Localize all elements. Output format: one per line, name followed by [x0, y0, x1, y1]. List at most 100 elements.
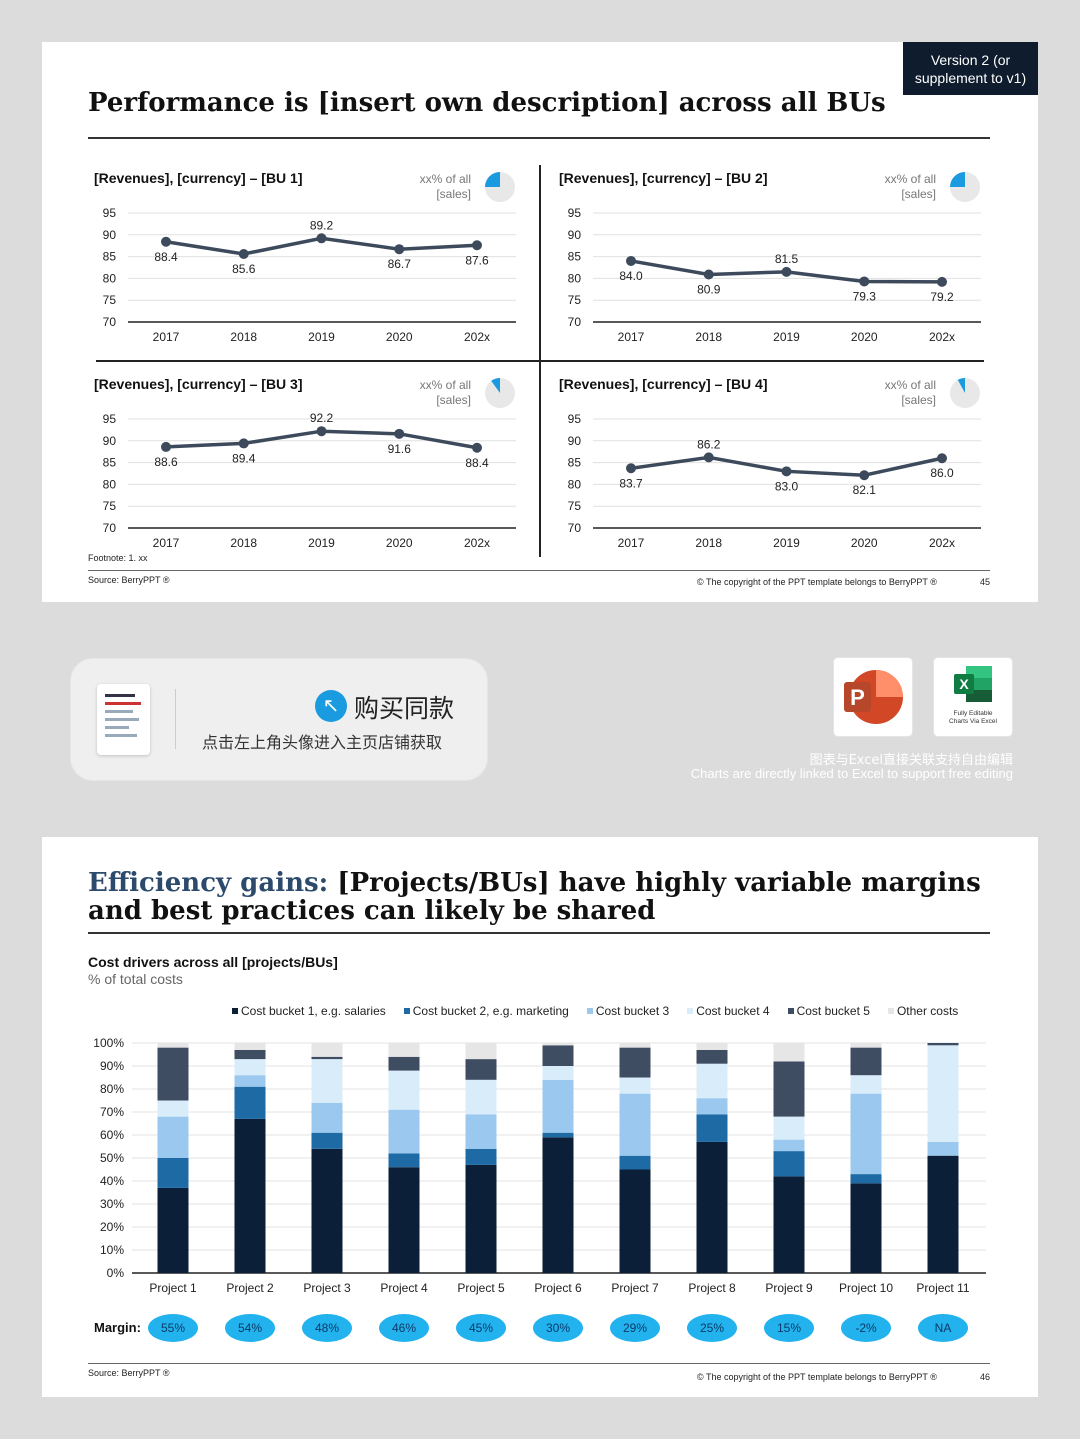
y-tick-label: 85 — [103, 456, 117, 470]
cost-drivers-stacked-bar-chart: 100% 90% 80% 70% 60% 50% 40% 30% 20% 10% 0% Project… — [93, 1036, 986, 1342]
x-tick-label: 2017 — [153, 330, 180, 344]
x-tick-label: 2017 — [618, 536, 645, 550]
y-tick-label: 70 — [103, 315, 117, 329]
y-tick-label: 80 — [103, 477, 117, 491]
source-note: Source: BerryPPT ® — [88, 575, 170, 585]
legend-item: Cost bucket 5 — [787, 1004, 870, 1018]
x-tick-label: Project 11 — [916, 1281, 969, 1295]
footnote: Footnote: 1. xx — [88, 553, 148, 563]
bar-segment — [388, 1056, 420, 1071]
sales-share-pie-icon — [485, 172, 515, 202]
margin-label: Margin: — [94, 1320, 141, 1335]
legend-label: Cost bucket 1, e.g. salaries — [241, 1004, 386, 1018]
data-label: 88.4 — [465, 456, 489, 470]
bar-segment — [465, 1059, 497, 1080]
page-number: 46 — [980, 1372, 991, 1382]
bar-segment — [850, 1183, 882, 1273]
chart-subtitle: Cost drivers across all [projects/BUs] — [88, 954, 338, 970]
sales-share-line2: [sales] — [436, 187, 471, 201]
excel-logo-icon: X Fully Editable Charts Via Excel — [949, 666, 998, 725]
bar-segment — [388, 1167, 420, 1273]
y-tick-label: 80 — [568, 271, 582, 285]
data-point — [394, 244, 405, 255]
data-point — [859, 470, 870, 481]
x-tick-label: 2020 — [386, 330, 413, 344]
data-label: 84.0 — [619, 269, 643, 283]
data-point — [703, 452, 714, 463]
bar-segment — [388, 1153, 420, 1168]
slide-performance: Version 2 (or supplement to v1) Performa… — [42, 42, 1038, 602]
y-tick-label: 80 — [568, 477, 582, 491]
bu4-chart-panel: [Revenues], [currency] – [BU 4] xx% of a… — [559, 376, 984, 566]
bar-segment — [619, 1077, 651, 1094]
legend-item: Cost bucket 2, e.g. marketing — [403, 1004, 569, 1018]
data-label: 85.6 — [232, 262, 256, 276]
bar-segment — [927, 1141, 959, 1156]
promo-caption-cn: 图表与Excel直接关联支持自由编辑 — [809, 753, 1013, 768]
bar-segment — [311, 1056, 343, 1060]
margin-value: 25% — [700, 1321, 724, 1335]
sales-share-label: xx% of all [sales] — [420, 378, 471, 408]
y-tick-label: 90 — [103, 434, 117, 448]
legend-swatch — [887, 1008, 894, 1014]
x-tick-label: Project 3 — [303, 1281, 351, 1295]
bar-segment — [773, 1176, 805, 1273]
x-tick-label: Project 5 — [457, 1281, 505, 1295]
y-tick-label: 0% — [107, 1266, 125, 1280]
data-label: 86.2 — [697, 437, 721, 451]
data-label: 88.4 — [154, 250, 178, 264]
x-tick-label: 2018 — [230, 536, 257, 550]
bar-segment — [542, 1045, 574, 1066]
legend-swatch — [586, 1008, 593, 1014]
bu4-line-chart: 95 90 85 80 75 70 2017 2018 2019 2020 202x 83.7 86.2… — [568, 412, 981, 550]
buy-same-template-card[interactable]: ↖ 购买同款 点击左上角头像进入主页店铺获取 — [71, 659, 487, 780]
margin-bubble — [379, 1314, 429, 1342]
panel-divider-horizontal — [96, 360, 984, 362]
bar-segment — [465, 1043, 497, 1060]
y-tick-label: 60% — [100, 1128, 124, 1142]
bar-segment — [234, 1049, 266, 1060]
bar-segment — [157, 1116, 189, 1158]
data-label: 86.0 — [930, 466, 954, 480]
sales-share-label: xx% of all [sales] — [420, 172, 471, 202]
bar-segment — [696, 1063, 728, 1099]
bu1-line-chart: 95 90 85 80 75 70 2017 2018 2019 2020 202x 88.4 85.6… — [103, 206, 516, 344]
bar-segment — [542, 1079, 574, 1133]
powerpoint-logo-icon: P — [844, 670, 903, 724]
promo-separator — [175, 689, 176, 749]
x-tick-label: 2020 — [851, 330, 878, 344]
x-tick-label: 202x — [464, 330, 490, 344]
bar-segment — [157, 1158, 189, 1188]
bar-segment — [311, 1148, 343, 1273]
data-point — [161, 441, 171, 452]
y-tick-label: 85 — [103, 250, 117, 264]
bar-segment — [773, 1061, 805, 1117]
pie-slice — [485, 172, 500, 187]
x-tick-label: 202x — [929, 536, 955, 550]
legend-item: Cost bucket 4 — [687, 1004, 770, 1018]
data-point — [238, 248, 249, 259]
bar-segment — [619, 1093, 651, 1156]
data-point — [781, 466, 792, 477]
margin-bubble — [610, 1314, 660, 1342]
bar-segment — [465, 1148, 497, 1165]
sales-share-line1: xx% of all — [884, 378, 936, 392]
sales-share-line1: xx% of all — [884, 172, 936, 186]
excel-caption-line2: Charts Via Excel — [949, 718, 997, 725]
x-tick-label: 2020 — [386, 536, 413, 550]
data-point — [394, 428, 405, 439]
x-tick-label: 2019 — [773, 330, 800, 344]
chart-legend: Cost bucket 1, e.g. salaries Cost bucket … — [232, 1004, 958, 1018]
footer-rule — [88, 570, 990, 571]
excel-letter: X — [959, 676, 969, 692]
slide-title: Efficiency gains: [Projects/BUs] have hi… — [88, 869, 988, 925]
bar-segment — [773, 1116, 805, 1140]
panel-title: [Revenues], [currency] – [BU 4] — [559, 376, 768, 392]
buy-title[interactable]: 购买同款 — [354, 694, 455, 723]
y-tick-label: 75 — [103, 293, 117, 307]
template-thumbnail — [97, 684, 150, 755]
data-point — [937, 276, 947, 287]
data-point — [472, 240, 482, 251]
sales-share-line2: [sales] — [436, 393, 471, 407]
margin-value: NA — [935, 1321, 952, 1335]
